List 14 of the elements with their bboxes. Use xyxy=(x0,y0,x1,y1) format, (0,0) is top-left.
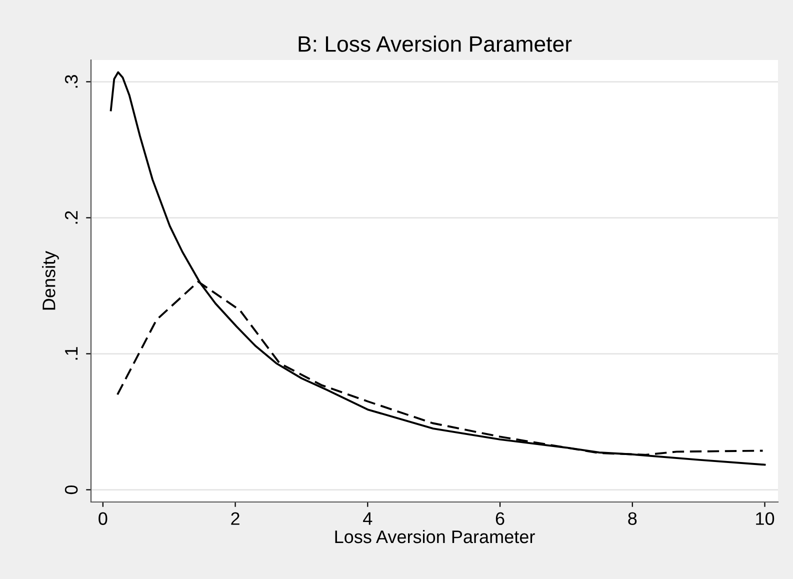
x-tick-label: 8 xyxy=(628,512,637,525)
x-tick-label: 4 xyxy=(363,512,372,525)
chart-title: B: Loss Aversion Parameter xyxy=(298,36,572,52)
x-tick-label: 10 xyxy=(756,512,774,525)
x-axis-title: Loss Aversion Parameter xyxy=(335,530,535,544)
y-axis-title: Density xyxy=(42,250,59,310)
line-series xyxy=(110,71,766,466)
y-tick-label: .1 xyxy=(65,347,78,360)
y-tick-label: .3 xyxy=(64,75,78,88)
x-tick-label: 6 xyxy=(496,512,504,525)
y-tick-label: 0 xyxy=(64,485,78,494)
x-tick-label: 0 xyxy=(98,512,108,525)
x-tick-label: 2 xyxy=(231,512,240,525)
y-tick-label: .2 xyxy=(64,211,78,224)
